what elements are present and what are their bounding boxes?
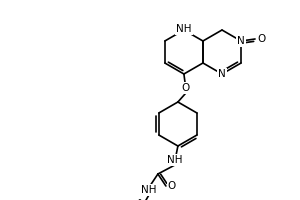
Text: O: O xyxy=(257,34,265,44)
Text: NH: NH xyxy=(141,185,157,195)
Text: N: N xyxy=(237,36,245,46)
Text: O: O xyxy=(168,181,176,191)
Text: N: N xyxy=(218,69,226,79)
Text: NH: NH xyxy=(176,24,192,34)
Text: O: O xyxy=(182,83,190,93)
Text: NH: NH xyxy=(167,155,183,165)
